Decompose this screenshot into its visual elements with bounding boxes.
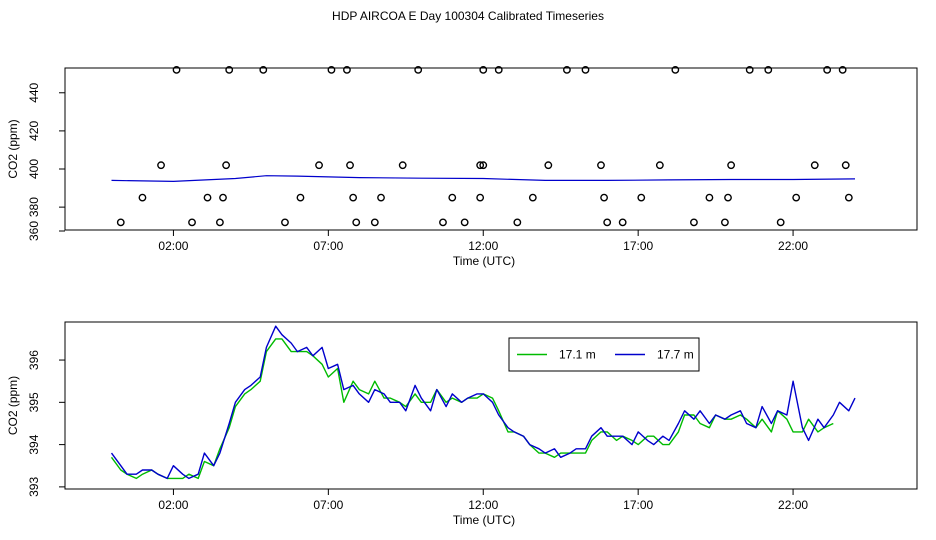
series-line-1	[110, 325, 856, 480]
data-point	[528, 193, 537, 202]
x-axis-label: Time (UTC)	[453, 513, 515, 527]
data-point	[479, 161, 488, 170]
legend-label-1: 17.7 m	[657, 348, 694, 362]
data-point	[138, 193, 147, 202]
x-tick-label: 22:00	[778, 239, 808, 253]
data-point	[349, 193, 358, 202]
data-point	[476, 193, 485, 202]
x-axis-label: Time (UTC)	[453, 254, 515, 268]
data-point	[259, 66, 268, 74]
data-point	[745, 66, 754, 74]
y-tick-label: 393	[27, 477, 41, 497]
data-point	[398, 161, 407, 170]
y-axis-label: CO2 (ppm)	[6, 119, 20, 178]
y-tick-label: 420	[27, 121, 41, 141]
y-tick-label: 394	[27, 434, 41, 454]
data-point	[494, 66, 503, 74]
data-point	[225, 66, 234, 74]
plot-frame	[64, 67, 918, 231]
data-point	[655, 161, 664, 170]
data-point	[439, 218, 447, 227]
x-tick-label: 12:00	[468, 498, 498, 512]
data-point	[315, 161, 323, 170]
data-point	[581, 66, 590, 74]
x-tick-label: 12:00	[468, 239, 498, 253]
data-point	[377, 193, 385, 202]
y-axis-label: CO2 (ppm)	[6, 376, 20, 435]
y-tick-label: 360	[27, 221, 41, 241]
data-point	[296, 193, 305, 202]
data-point	[157, 161, 165, 170]
y-tick-label: 395	[27, 392, 41, 412]
x-tick-label: 02:00	[158, 498, 188, 512]
data-point	[690, 218, 698, 227]
x-tick-label: 07:00	[313, 239, 343, 253]
x-tick-label: 07:00	[313, 498, 343, 512]
y-tick-label: 440	[27, 82, 41, 102]
chart-title: HDP AIRCOA E Day 100304 Calibrated Times…	[332, 9, 604, 23]
data-point	[823, 66, 832, 74]
y-tick-label: 380	[27, 197, 41, 217]
data-point	[460, 218, 469, 227]
data-point	[603, 218, 612, 227]
x-tick-label: 17:00	[623, 498, 653, 512]
data-point	[479, 66, 488, 74]
data-point	[370, 218, 379, 227]
data-point	[597, 161, 605, 170]
series-line	[111, 175, 856, 183]
data-point	[776, 218, 785, 227]
data-point	[671, 66, 680, 74]
data-point	[724, 193, 732, 202]
data-point	[414, 66, 423, 74]
data-point	[172, 66, 181, 74]
data-point	[219, 193, 227, 202]
x-tick-label: 17:00	[623, 239, 653, 253]
y-tick-label: 400	[27, 159, 41, 179]
data-point	[721, 218, 729, 227]
data-point	[600, 193, 608, 202]
data-point	[637, 193, 646, 202]
data-point	[281, 218, 289, 227]
data-point	[346, 161, 354, 170]
legend-label-0: 17.1 m	[559, 348, 596, 362]
series-line-0	[110, 338, 834, 480]
data-point	[203, 193, 212, 202]
data-point	[705, 193, 714, 202]
data-point	[764, 66, 773, 74]
data-point	[352, 218, 361, 227]
plot-frame	[64, 321, 918, 490]
x-tick-label: 02:00	[158, 239, 188, 253]
data-point	[513, 218, 522, 227]
data-point	[841, 161, 850, 170]
data-point	[792, 193, 801, 202]
data-point	[810, 161, 819, 170]
data-point	[838, 66, 847, 74]
data-point	[116, 218, 125, 227]
data-point	[188, 218, 196, 227]
data-point	[844, 193, 853, 202]
data-point	[476, 161, 485, 170]
data-point	[727, 161, 736, 170]
data-point	[448, 193, 457, 202]
data-point	[216, 218, 224, 227]
data-point	[222, 161, 231, 170]
data-point	[618, 218, 627, 227]
y-tick-label: 396	[27, 350, 41, 370]
data-point	[327, 66, 336, 74]
x-tick-label: 22:00	[778, 498, 808, 512]
data-point	[544, 161, 553, 170]
data-point	[343, 66, 351, 74]
data-point	[563, 66, 571, 74]
